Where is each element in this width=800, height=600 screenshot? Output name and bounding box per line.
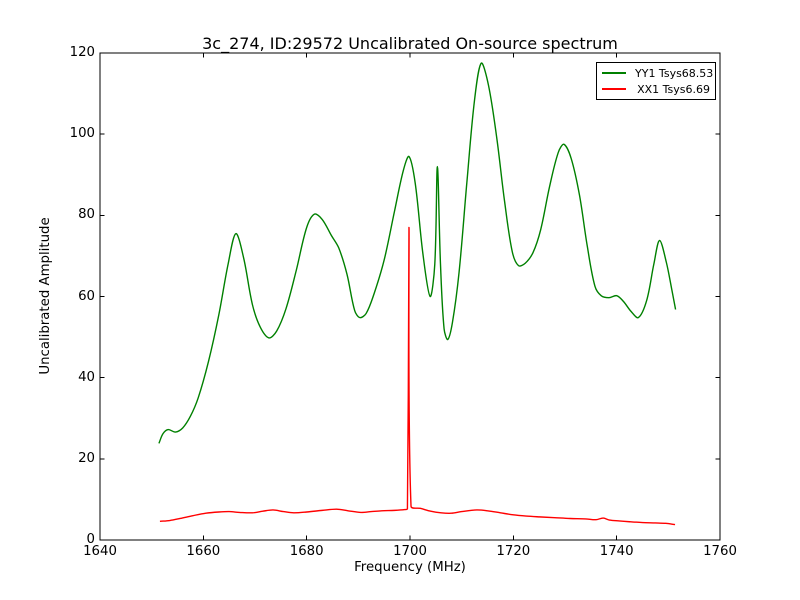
legend-line-sample-yy1 [602, 72, 626, 74]
y-tick-label: 120 [69, 45, 95, 60]
x-tick-label: 1740 [599, 544, 634, 559]
y-tick-label: 80 [78, 207, 95, 223]
series-line-yy1 [158, 62, 677, 444]
plot-title: 3c_274, ID:29572 Uncalibrated On-source … [202, 34, 618, 53]
x-tick-label: 1660 [186, 544, 221, 559]
x-tick-label: 1720 [496, 544, 531, 559]
y-tick-label: 60 [78, 288, 95, 304]
x-tick-label: 1680 [289, 544, 324, 559]
x-tick-label: 1700 [393, 544, 427, 559]
axis-ticks [99, 52, 721, 541]
legend: YY1 Tsys68.53 XX1 Tsys6.69 [596, 62, 716, 100]
x-axis-label: Frequency (MHz) [354, 560, 466, 575]
series-line-xx1 [159, 226, 676, 526]
legend-label-xx1: XX1 Tsys6.69 [637, 82, 710, 96]
legend-line-sample-xx1 [602, 88, 626, 90]
legend-label-yy1: YY1 Tsys68.53 [635, 66, 714, 80]
y-tick-label: 0 [86, 532, 95, 547]
y-tick-label: 40 [78, 369, 95, 385]
y-tick-label: 20 [78, 450, 95, 466]
series-lines [158, 62, 677, 526]
x-tick-label: 1640 [83, 544, 117, 559]
x-tick-label: 1760 [703, 544, 737, 559]
y-tick-label: 100 [69, 126, 95, 142]
legend-entry-xx1: XX1 Tsys6.69 [602, 81, 710, 97]
legend-entry-yy1: YY1 Tsys68.53 [602, 65, 714, 81]
